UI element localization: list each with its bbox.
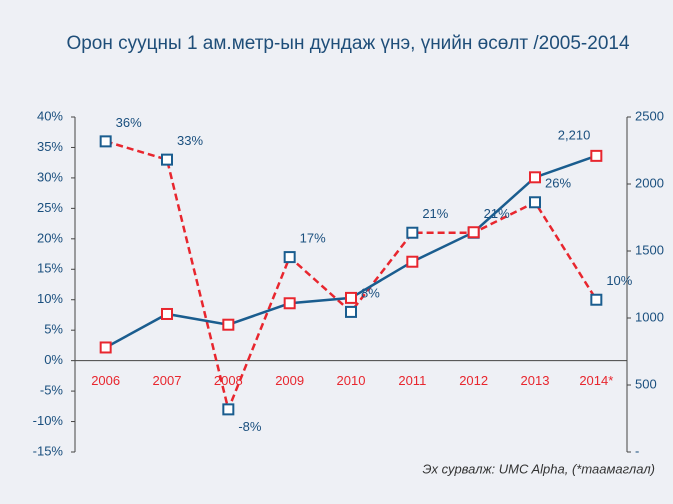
y-tick-label: 15% <box>37 261 63 276</box>
y-tick-label: 20% <box>37 230 63 245</box>
y-tick-label: 30% <box>37 169 63 184</box>
marker <box>161 153 173 166</box>
marker <box>222 403 235 416</box>
marker <box>345 291 357 304</box>
y-tick-label: 25% <box>37 200 63 215</box>
marker <box>345 305 357 318</box>
marker <box>161 307 173 320</box>
y-tick-label: -10% <box>33 413 64 428</box>
marker <box>222 318 235 331</box>
x-tick-label: 2012 <box>459 373 488 388</box>
x-tick-label: 2007 <box>153 373 182 388</box>
marker <box>283 297 296 310</box>
marker <box>529 196 541 209</box>
marker <box>99 135 112 148</box>
y-tick-label: -15% <box>33 443 64 458</box>
x-tick-label: 2013 <box>521 373 550 388</box>
marker <box>467 226 480 239</box>
data-label: 2,210 <box>558 127 591 142</box>
y2-tick-label: 500 <box>635 376 657 391</box>
marker <box>99 341 112 354</box>
x-tick-label: 2006 <box>91 373 120 388</box>
y-tick-label: -5% <box>40 383 64 398</box>
y-tick-label: 5% <box>44 322 63 337</box>
y-tick-label: 0% <box>44 352 63 367</box>
y2-tick-label: - <box>635 443 639 458</box>
x-tick-label: 2011 <box>398 373 426 388</box>
y2-tick-label: 1500 <box>635 242 664 257</box>
data-label: 21% <box>422 206 448 221</box>
marker <box>406 255 419 268</box>
y2-tick-label: 1000 <box>635 309 664 324</box>
x-tick-label: 2009 <box>275 373 304 388</box>
data-label: 10% <box>606 273 632 288</box>
x-tick-label: 2010 <box>337 373 366 388</box>
data-label: 36% <box>116 115 142 130</box>
marker <box>406 226 419 239</box>
data-label: 26% <box>545 176 571 191</box>
y-tick-label: 40% <box>37 108 63 123</box>
marker <box>590 293 603 306</box>
chart-title: Орон сууцны 1 ам.метр-ын дундаж үнэ, үни… <box>66 33 630 54</box>
data-label: 17% <box>300 231 326 246</box>
y-tick-label: 10% <box>37 291 63 306</box>
source-note: Эх сурвалж: UMC Alpha, (*таамаглал) <box>422 461 655 476</box>
marker <box>283 251 296 264</box>
marker <box>529 171 541 184</box>
data-label: 33% <box>177 133 203 148</box>
marker <box>590 149 603 162</box>
x-tick-label: 2014* <box>579 373 613 388</box>
y-tick-label: 35% <box>37 139 63 154</box>
data-label: -8% <box>238 419 262 434</box>
y2-tick-label: 2500 <box>635 108 664 123</box>
y2-tick-label: 2000 <box>635 175 664 190</box>
